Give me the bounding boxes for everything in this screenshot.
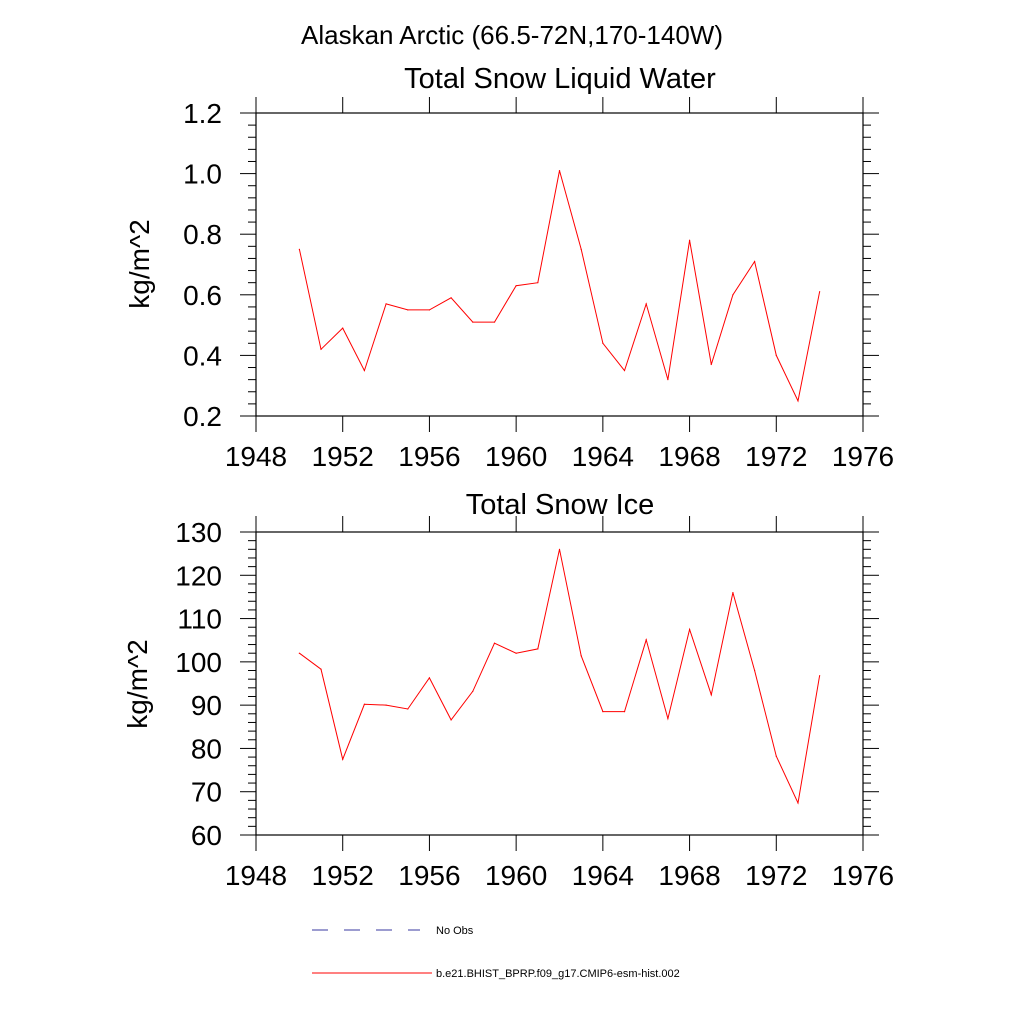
data-point <box>819 291 821 293</box>
y-tick-label: 60 <box>191 820 222 851</box>
y-tick-label: 80 <box>191 733 222 764</box>
x-tick-label: 1952 <box>312 441 374 472</box>
panel-snow-liquid-water: Total Snow Liquid Water kg/m^2 1948 1952 1… <box>124 63 894 472</box>
figure-title: Alaskan Arctic (66.5-72N,170-140W) <box>301 20 723 50</box>
legend-label-obs: No Obs <box>436 925 474 937</box>
data-point <box>320 668 322 670</box>
data-point <box>493 321 496 323</box>
y-axis-label: kg/m^2 <box>124 219 155 308</box>
panel-snow-ice: Total Snow Ice kg/m^2 1948 1952 1956 1960 19… <box>122 489 894 891</box>
data-point <box>623 369 626 372</box>
data-point <box>645 639 647 641</box>
data-point <box>775 755 777 757</box>
series-line <box>298 170 821 403</box>
x-tick-label: 1968 <box>658 441 720 472</box>
data-point <box>732 592 734 594</box>
data-point <box>754 669 756 672</box>
data-point <box>775 354 777 356</box>
y-tick-label: 70 <box>191 777 222 808</box>
y-tick-label: 90 <box>191 690 222 721</box>
x-tick-label: 1948 <box>225 860 287 891</box>
x-tick-label: 1976 <box>832 860 894 891</box>
legend-label-model: b.e21.BHIST_BPRP.f09_g17.CMIP6-esm-hist.… <box>436 968 680 980</box>
data-point <box>342 327 344 329</box>
data-point <box>515 285 517 287</box>
data-point <box>688 239 691 241</box>
data-point <box>602 711 604 713</box>
y-tick-label: 0.2 <box>183 401 222 432</box>
data-point <box>493 642 496 644</box>
x-tick-label: 1972 <box>745 441 807 472</box>
x-tick-label: 1960 <box>485 860 547 891</box>
data-point <box>450 719 452 721</box>
data-point <box>472 690 474 692</box>
y-tick-label: 0.4 <box>183 340 222 371</box>
x-tick-label: 1952 <box>312 860 374 891</box>
data-point <box>407 309 409 311</box>
data-point <box>688 628 691 630</box>
plot-area: 1948 1952 1956 1960 1964 1968 1972 1976 0.2 0.4 0.… <box>183 97 894 472</box>
data-point <box>667 379 669 381</box>
data-point <box>645 303 647 305</box>
plot-area: 1948 1952 1956 1960 1964 1968 1972 1976 60 70 80 90… <box>175 516 894 891</box>
data-point <box>797 802 799 804</box>
data-point <box>537 282 539 284</box>
data-point <box>385 704 387 706</box>
x-tick-label: 1968 <box>658 860 720 891</box>
data-point <box>428 677 431 679</box>
data-point <box>580 655 582 657</box>
data-point <box>298 652 300 654</box>
y-tick-label: 0.8 <box>183 219 222 250</box>
y-tick-label: 110 <box>177 604 222 635</box>
x-tick-label: 1964 <box>572 860 634 891</box>
y-axis-label: kg/m^2 <box>122 639 153 728</box>
data-point <box>537 648 539 650</box>
data-point <box>515 652 517 654</box>
data-point <box>298 248 300 250</box>
panel-title: Total Snow Liquid Water <box>404 63 716 95</box>
data-point <box>819 675 821 677</box>
data-point <box>363 369 365 372</box>
data-point <box>407 708 409 710</box>
data-point <box>363 703 365 705</box>
x-tick-label: 1956 <box>398 441 460 472</box>
legend: No Obs b.e21.BHIST_BPRP.f09_g17.CMIP6-es… <box>312 925 680 980</box>
data-point <box>472 321 474 323</box>
data-point <box>450 297 452 299</box>
x-tick-label: 1948 <box>225 441 287 472</box>
y-tick-label: 120 <box>175 560 222 591</box>
data-point <box>320 348 322 350</box>
data-point <box>580 248 582 250</box>
y-tick-label: 130 <box>175 517 222 548</box>
data-point <box>754 260 756 263</box>
plot-frame <box>255 112 864 417</box>
data-point <box>667 717 669 720</box>
x-tick-label: 1956 <box>398 860 460 891</box>
data-point <box>732 294 734 296</box>
data-point <box>797 400 799 402</box>
data-point <box>428 309 431 311</box>
data-point <box>710 363 712 366</box>
data-point <box>342 758 344 760</box>
plot-frame <box>255 531 864 836</box>
x-tick-label: 1964 <box>572 441 634 472</box>
y-tick-label: 1.2 <box>183 98 222 129</box>
y-tick-label: 0.6 <box>183 280 222 311</box>
panel-title: Total Snow Ice <box>466 489 655 521</box>
data-point <box>623 711 626 713</box>
data-point <box>385 303 387 305</box>
series-line <box>299 549 821 805</box>
x-tick-label: 1960 <box>485 441 547 472</box>
data-point <box>558 169 561 172</box>
y-tick-label: 1.0 <box>183 159 222 190</box>
y-tick-label: 100 <box>175 647 222 678</box>
data-point <box>710 694 712 696</box>
data-point <box>602 342 604 344</box>
data-point <box>558 548 561 550</box>
x-tick-label: 1972 <box>745 860 807 891</box>
x-tick-label: 1976 <box>832 441 894 472</box>
